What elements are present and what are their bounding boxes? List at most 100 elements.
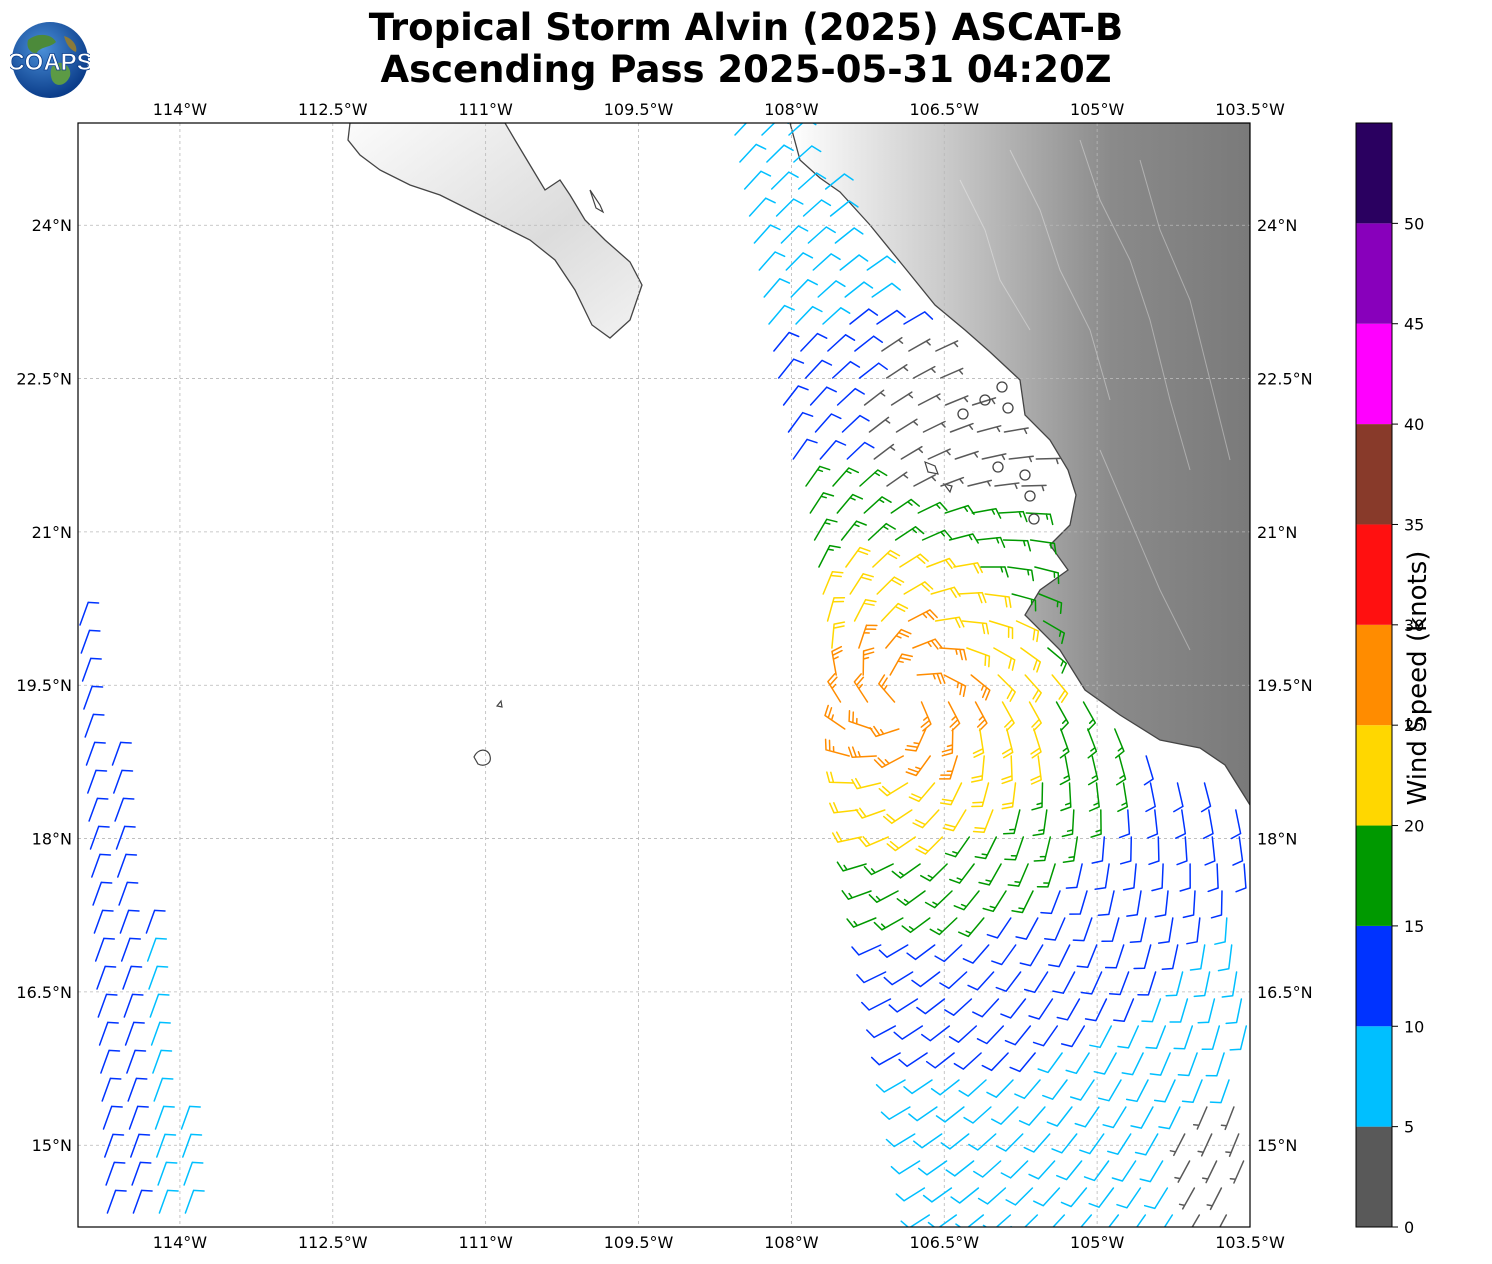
wind-barb [1059,755,1071,786]
wind-barb [847,746,877,758]
wind-barb [839,254,869,271]
wind-barb [148,965,169,990]
wind-barb [939,367,964,379]
wind-barb [859,469,888,487]
wind-barb [766,144,794,163]
wind-barb [1179,863,1191,892]
colorbar-bin [1356,524,1392,625]
wind-barb [812,253,841,271]
wind-barb [1069,1079,1095,1101]
wind-barb [1002,539,1032,552]
lon-tick-top: 109.5°W [604,100,674,119]
wind-barb [953,890,980,911]
wind-barb [102,1105,123,1130]
wind-barb [829,200,859,217]
wind-barb [1087,728,1098,759]
wind-barb [885,628,912,649]
wind-barb [1097,1079,1122,1102]
calm-marker [1028,513,1040,525]
wind-barb [905,755,931,777]
lon-tick-top: 112.5°W [298,100,368,119]
wind-barb [1051,1133,1078,1154]
wind-barb [1143,1187,1169,1210]
wind-barb [1130,1106,1154,1129]
wind-barb [944,395,969,406]
map-area [78,123,1250,1227]
colorbar-bin [1356,1026,1392,1127]
wind-barb [1145,1025,1167,1050]
wind-barb [1059,728,1070,759]
wind-barb [1107,1133,1132,1155]
wind-barb [875,1079,906,1093]
wind-barb [974,836,998,860]
wind-barb [836,493,864,514]
wind-barb [1158,1106,1181,1130]
wind-barb [986,917,1012,939]
wind-barb [115,825,136,850]
wind-barb [1116,1187,1142,1209]
wind-barb [972,728,985,758]
wind-barb [1209,1079,1230,1104]
wind-barb [1154,890,1169,918]
colorbar-bin [1356,223,1392,324]
wind-barb [995,971,1022,992]
wind-barb [991,1106,1019,1125]
lon-tick-bottom: 103.5°W [1215,1233,1285,1252]
wind-barb [1173,1025,1194,1050]
lon-tick-top: 103.5°W [1215,100,1285,119]
wind-barb [1094,863,1110,890]
wind-barb [866,255,896,271]
wind-barb [1035,457,1062,465]
wind-barb [1153,1079,1176,1103]
wind-barb [1133,944,1152,970]
wind-barb [149,993,170,1018]
wind-barb [977,1187,1007,1205]
wind-barb [921,529,953,541]
colorbar-tick-label: 20 [1404,817,1424,836]
wind-barb [763,278,791,298]
isla-cerralvo [589,189,605,214]
wind-barb [1117,1025,1140,1049]
wind-barb [890,1160,921,1175]
wind-barb [119,909,140,934]
wind-barb [827,673,842,703]
wind-barb [1015,917,1039,940]
title-line-1: Tropical Storm Alvin (2025) ASCAT-B [368,6,1124,49]
wind-barb [934,616,965,629]
wind-barb [1182,890,1196,919]
wind-barb [1229,1160,1245,1184]
wind-barb [106,1189,127,1214]
wind-barb [894,526,925,541]
lon-tick-top: 111°W [458,100,513,119]
wind-barb [88,797,109,822]
lon-tick-top: 105°W [1070,100,1125,119]
wind-barb [1201,1025,1221,1050]
wind-barb [1143,755,1154,786]
wind-barb [891,863,921,879]
colorbar-bin [1356,825,1392,926]
wind-barb [97,993,118,1018]
wind-barb [1042,620,1066,645]
wind-barb [1028,1160,1056,1180]
wind-barb [862,647,875,676]
wind-barb [1090,809,1102,838]
wind-barb [920,701,932,732]
wind-barb [1009,1052,1036,1073]
wind-barb [128,1105,149,1130]
wind-barb [85,741,106,766]
wind-barb [1163,1214,1174,1227]
wind-barb [924,890,953,909]
wind-barb [972,809,994,834]
wind-barb [1005,1187,1034,1206]
wind-barb [868,890,899,903]
calm-marker [957,408,969,420]
wind-barb [876,576,905,595]
wind-barb [953,562,983,574]
wind-barb [945,1160,975,1177]
wind-barb [132,1189,153,1214]
wind-barb [957,591,987,604]
wind-barb [1018,1106,1046,1126]
wind-barb [1118,809,1131,839]
wind-barb [1089,1025,1113,1049]
wind-barb [974,701,988,732]
